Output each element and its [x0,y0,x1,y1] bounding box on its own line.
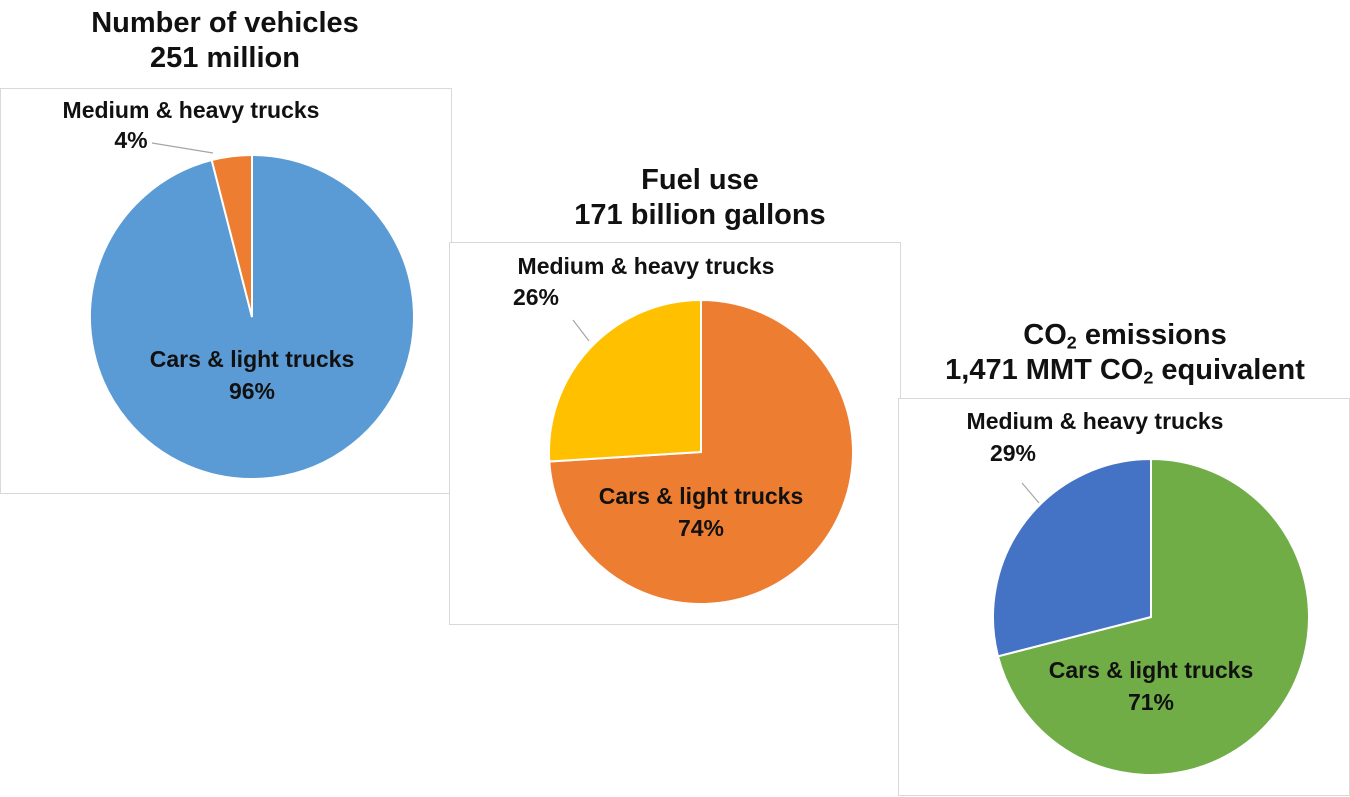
data-label-cars-light-trucks: Cars & light trucks [150,346,355,372]
chart-title-fuel: Fuel use 171 billion gallons [520,163,880,233]
chart-subtitle-co2: 1,471 MMT CO2 equivalent [905,353,1345,388]
data-label-cars-light-trucks: Cars & light trucks [599,483,804,509]
pie-slice-cars-light-trucks [996,457,1310,776]
co2-title-part-a: CO [1023,319,1067,351]
pie-chart-fuel: Cars & light trucks 74% Medium & heavy tru… [449,242,901,625]
data-label-medium-heavy-trucks: Medium & heavy trucks [967,408,1224,434]
chart-title-vehicles-main: Number of vehicles [91,7,359,39]
chart-subtitle-vehicles: 251 million [150,42,300,74]
co2-title-subscript: 2 [1066,332,1077,353]
data-label-cars-light-trucks-pct: 71% [1128,689,1174,715]
data-label-cars-light-trucks: Cars & light trucks [1049,657,1254,683]
pie-slice-medium-heavy-trucks [548,298,702,463]
leader-line [572,319,590,342]
leader-line [151,142,214,154]
pie-vehicles-svg: Cars & light trucks 96% Medium & heavy tru… [63,97,415,480]
chart-subtitle-fuel: 171 billion gallons [574,199,826,231]
pie-slice-medium-heavy-trucks [210,153,253,318]
pie-co2-svg: Cars & light trucks 71% Medium & heavy tru… [967,408,1310,776]
pie-chart-co2: Cars & light trucks 71% Medium & heavy tru… [898,398,1350,796]
co2-subtitle-subscript: 2 [1143,367,1154,388]
pie-fuel-svg: Cars & light trucks 74% Medium & heavy tru… [513,253,854,605]
chart-title-vehicles: Number of vehicles 251 million [75,6,375,76]
chart-title-co2-main: CO2 emissions [905,318,1345,353]
data-label-medium-heavy-trucks: Medium & heavy trucks [518,253,775,279]
data-label-medium-heavy-trucks-pct: 4% [114,127,147,153]
chart-title-fuel-main: Fuel use [641,164,759,196]
data-label-medium-heavy-trucks-pct: 26% [513,284,559,310]
pie-chart-vehicles: Cars & light trucks 96% Medium & heavy tru… [0,88,452,494]
data-label-cars-light-trucks-pct: 74% [678,515,724,541]
co2-subtitle-part-a: 1,471 MMT CO [945,354,1144,386]
co2-subtitle-part-b: equivalent [1153,354,1305,386]
data-label-cars-light-trucks-pct: 96% [229,378,275,404]
co2-title-part-b: emissions [1076,319,1227,351]
chart-title-co2: CO2 emissions 1,471 MMT CO2 equivalent [905,318,1345,388]
pie-slice-medium-heavy-trucks [992,457,1152,658]
leader-line [1021,482,1040,504]
data-label-medium-heavy-trucks-pct: 29% [990,440,1036,466]
data-label-medium-heavy-trucks: Medium & heavy trucks [63,97,320,123]
